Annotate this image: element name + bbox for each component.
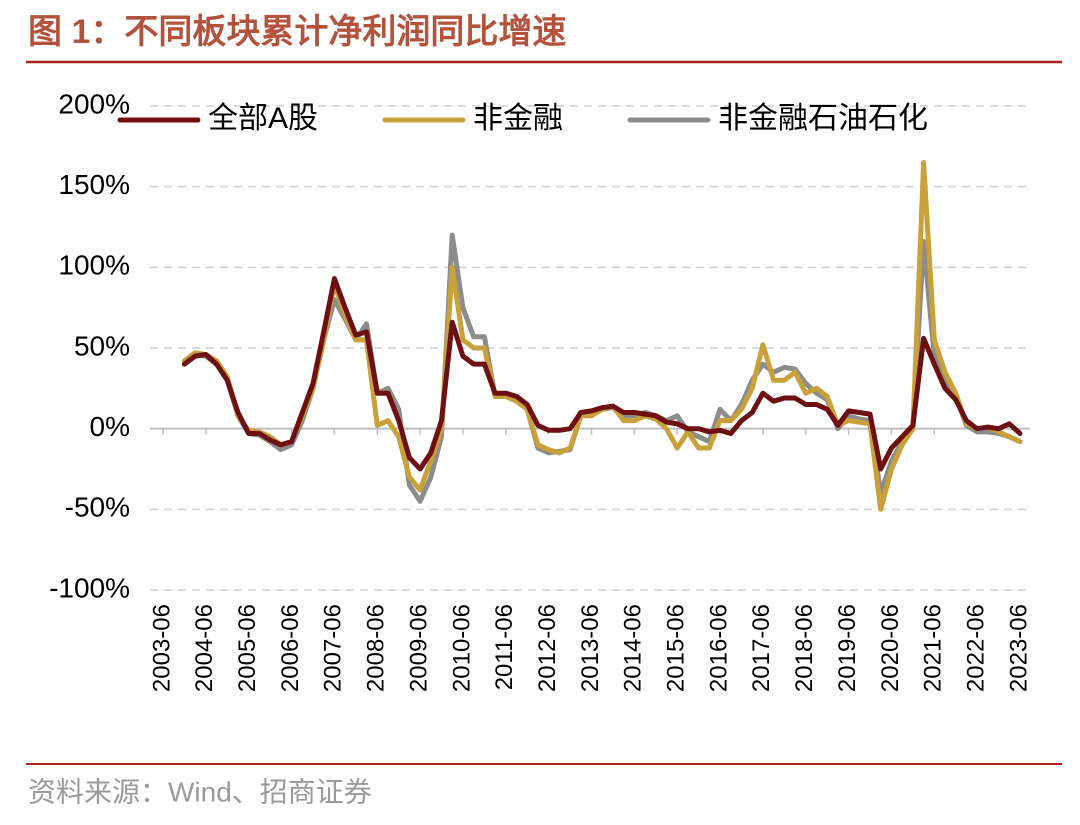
x-tick-label: 2004-06 — [191, 604, 218, 692]
y-tick-label: -50% — [65, 492, 130, 523]
x-tick-label: 2018-06 — [791, 604, 818, 692]
x-tick-label: 2017-06 — [748, 604, 775, 692]
x-tick-label: 2005-06 — [234, 604, 261, 692]
x-tick-label: 2006-06 — [277, 604, 304, 692]
x-tick-label: 2009-06 — [405, 604, 432, 692]
x-tick-label: 2016-06 — [705, 604, 732, 692]
y-tick-label: 50% — [74, 330, 130, 361]
x-tick-label: 2011-06 — [491, 604, 518, 690]
legend-label: 全部A股 — [208, 102, 318, 135]
x-tick-label: 2012-06 — [534, 604, 561, 692]
y-tick-label: 0% — [90, 411, 130, 442]
legend-label: 非金融 — [473, 102, 563, 135]
x-tick-label: 2007-06 — [320, 604, 347, 692]
x-tick-label: 2008-06 — [363, 604, 390, 692]
x-tick-label: 2019-06 — [834, 604, 861, 692]
chart-title: 图 1：不同板块累计净利润同比增速 — [28, 13, 566, 51]
legend-label: 非金融石油石化 — [718, 102, 928, 135]
series-line — [181, 276, 1023, 472]
x-tick-label: 2010-06 — [448, 604, 475, 692]
x-tick-label: 2021-06 — [920, 604, 947, 692]
x-tick-label: 2003-06 — [148, 604, 175, 692]
y-tick-label: 200% — [58, 88, 130, 119]
y-tick-label: 150% — [58, 169, 130, 200]
x-tick-label: 2015-06 — [663, 604, 690, 692]
x-tick-label: 2013-06 — [577, 604, 604, 692]
x-tick-label: 2014-06 — [620, 604, 647, 692]
series-line — [181, 160, 1023, 512]
x-tick-label: 2022-06 — [962, 604, 989, 692]
x-tick-label: 2023-06 — [1005, 604, 1032, 692]
x-tick-label: 2020-06 — [877, 604, 904, 692]
y-tick-label: -100% — [49, 572, 130, 603]
source-note: 资料来源：Wind、招商证券 — [28, 776, 372, 807]
y-tick-label: 100% — [58, 250, 130, 281]
